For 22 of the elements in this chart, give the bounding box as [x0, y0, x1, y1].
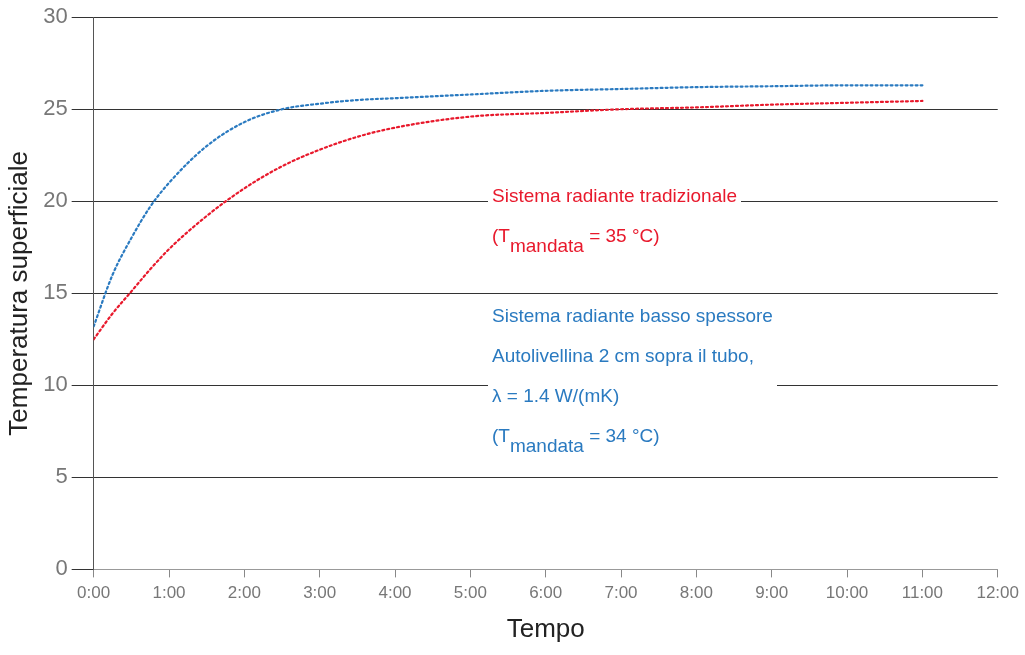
x-tick-label: 3:00	[303, 583, 337, 603]
y-tick-label: 25	[43, 95, 68, 121]
y-tick-label: 5	[55, 463, 68, 489]
x-tick-label: 1:00	[152, 583, 186, 603]
x-tick-label: 9:00	[755, 583, 789, 603]
x-tick-label: 0:00	[77, 583, 111, 603]
x-tick-label: 6:00	[529, 583, 563, 603]
y-tick-label: 30	[43, 3, 68, 29]
x-tick-label: 4:00	[378, 583, 412, 603]
x-axis-title: Tempo	[506, 612, 585, 643]
x-tick-label: 8:00	[679, 583, 713, 603]
y-axis-title: Temperatura superficiale	[2, 150, 33, 436]
y-tick-label: 15	[43, 279, 68, 305]
y-tick-label: 0	[55, 555, 68, 581]
y-tick-label: 20	[43, 187, 68, 213]
x-tick-label: 7:00	[604, 583, 638, 603]
x-tick-label: 10:00	[825, 583, 869, 603]
x-tick-label: 11:00	[901, 583, 944, 603]
x-tick-label: 5:00	[453, 583, 487, 603]
y-tick-label: 10	[43, 371, 68, 397]
x-tick-label: 2:00	[227, 583, 261, 603]
x-tick-label: 12:00	[976, 583, 1019, 603]
